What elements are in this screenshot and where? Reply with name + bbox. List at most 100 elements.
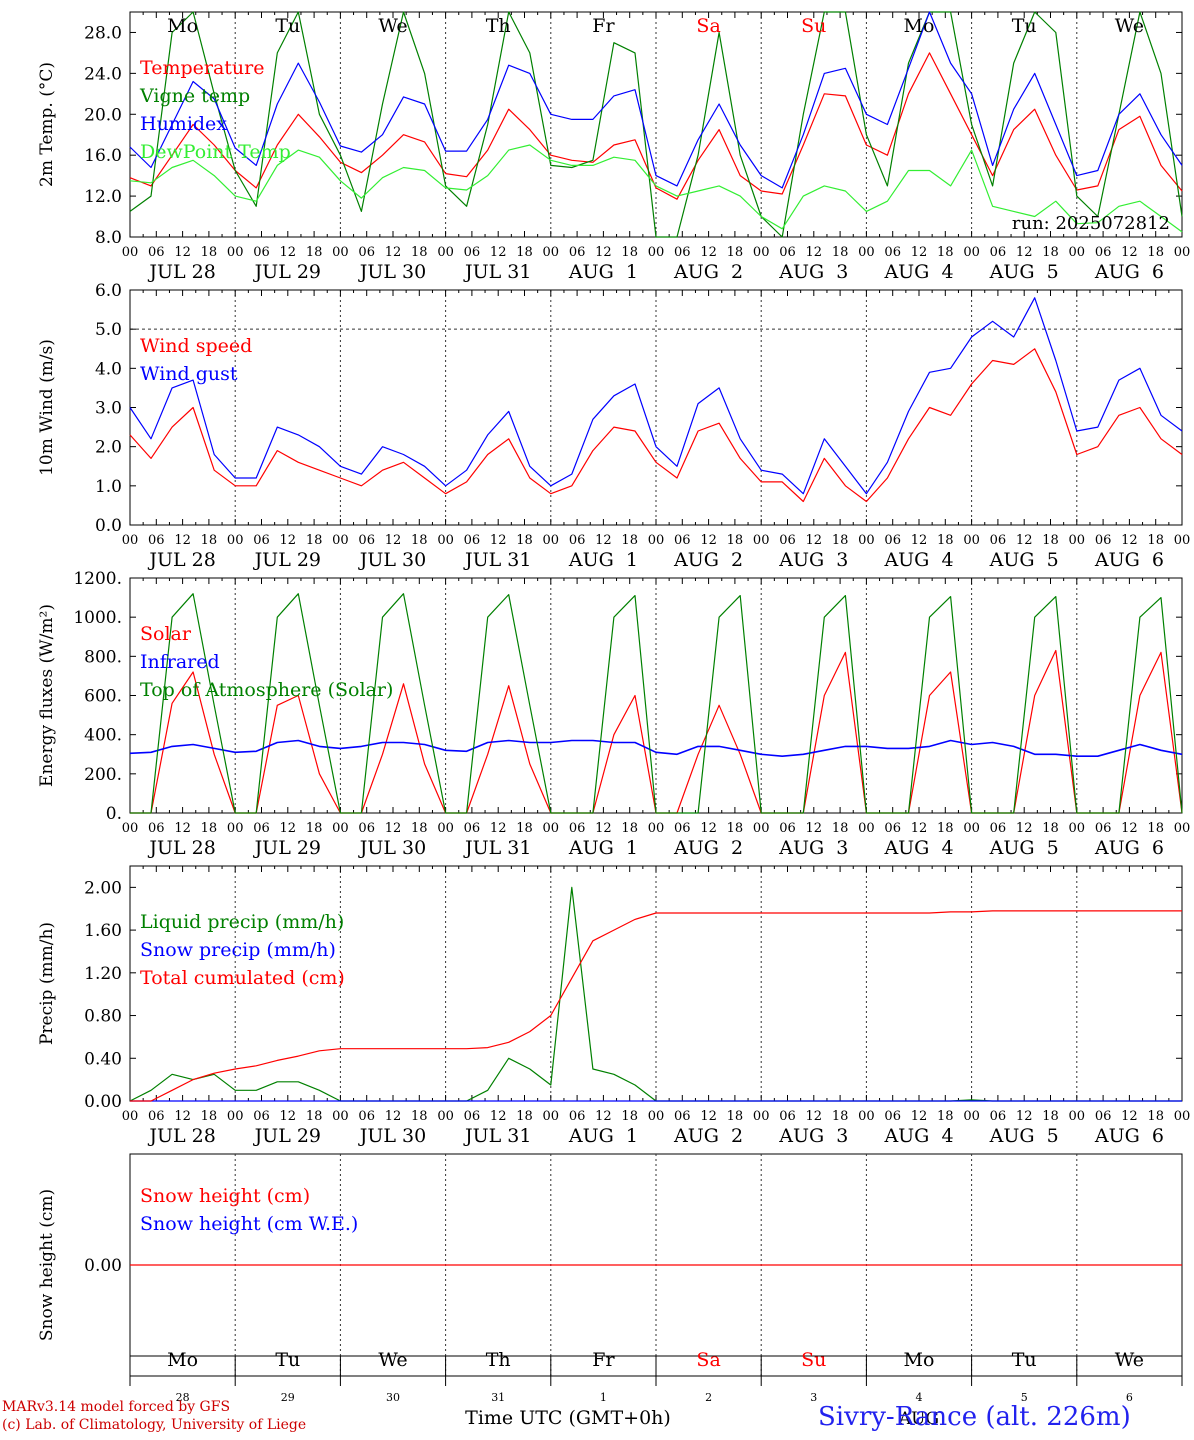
hour-tick-label: 06: [990, 821, 1007, 836]
legend-entry: Humidex: [140, 113, 227, 135]
hour-tick-label: 12: [595, 821, 612, 836]
hour-tick-label: 00: [543, 1109, 560, 1124]
day-label: JUL 28: [147, 1125, 215, 1147]
hour-tick-label: 06: [464, 821, 481, 836]
hour-tick-label: 06: [253, 1109, 270, 1124]
day-label: JUL 28: [147, 261, 215, 283]
hour-tick-label: 12: [911, 821, 928, 836]
hour-tick-label: 18: [201, 1109, 218, 1124]
day-label: AUG 3: [778, 837, 848, 859]
series-line: [129, 297, 1183, 495]
y-tick-label: 24.0: [84, 64, 122, 84]
y-tick-label: 20.0: [84, 105, 122, 125]
day-label: AUG 2: [673, 1125, 743, 1147]
hour-tick-label: 18: [832, 821, 849, 836]
hour-tick-label: 12: [385, 1109, 402, 1124]
hour-tick-label: 00: [332, 821, 349, 836]
hour-tick-label: 18: [411, 245, 428, 260]
hour-tick-label: 00: [963, 533, 980, 548]
hour-tick-label: 06: [569, 821, 586, 836]
hour-tick-label: 12: [280, 1109, 297, 1124]
hour-tick-label: 06: [990, 245, 1007, 260]
hour-tick-label: 00: [648, 533, 665, 548]
hour-tick-label: 12: [174, 245, 191, 260]
legend-entry: Snow height (cm): [140, 1185, 310, 1207]
y-tick-label: 400.: [84, 726, 122, 746]
day-label: AUG 5: [989, 1125, 1059, 1147]
hour-tick-label: 06: [884, 821, 901, 836]
weekday-label: Tu: [275, 1349, 300, 1371]
series-line: [129, 52, 1183, 200]
y-tick-label: 0.40: [84, 1049, 122, 1069]
hour-tick-label: 00: [753, 245, 770, 260]
hour-tick-label: 12: [1016, 245, 1033, 260]
hour-tick-label: 00: [963, 821, 980, 836]
hour-tick-label: 00: [1174, 533, 1191, 548]
day-label: AUG 4: [883, 1125, 953, 1147]
day-number-label: 4: [916, 1391, 923, 1404]
hour-tick-label: 18: [411, 533, 428, 548]
hour-tick-label: 18: [1042, 245, 1059, 260]
hour-tick-label: 06: [674, 245, 691, 260]
hour-tick-label: 12: [911, 533, 928, 548]
hour-tick-label: 18: [306, 533, 323, 548]
hour-tick-label: 06: [253, 821, 270, 836]
day-label: AUG 4: [883, 837, 953, 859]
day-label: AUG 6: [1094, 549, 1164, 571]
weekday-label: We: [378, 1349, 407, 1371]
hour-tick-label: 06: [884, 245, 901, 260]
day-number-label: 6: [1126, 1391, 1133, 1404]
hour-tick-label: 00: [437, 1109, 454, 1124]
model-credit: MARv3.14 model forced by GFS (c) Lab. of…: [2, 1398, 306, 1434]
hour-tick-label: 00: [1069, 1109, 1086, 1124]
day-label: AUG 3: [778, 261, 848, 283]
hour-tick-label: 00: [332, 1109, 349, 1124]
hour-tick-label: 06: [1095, 245, 1112, 260]
y-tick-label: 5.0: [95, 320, 122, 340]
hour-tick-label: 12: [1016, 533, 1033, 548]
hour-tick-label: 18: [306, 821, 323, 836]
hour-tick-label: 12: [1121, 821, 1138, 836]
y-tick-label: 0.0: [95, 516, 122, 536]
hour-tick-label: 12: [174, 821, 191, 836]
hour-tick-label: 06: [779, 1109, 796, 1124]
hour-tick-label: 06: [674, 533, 691, 548]
hour-tick-label: 00: [963, 245, 980, 260]
hour-tick-label: 18: [937, 245, 954, 260]
day-label: AUG 5: [989, 261, 1059, 283]
day-label: JUL 29: [253, 261, 321, 283]
y-tick-label: 12.0: [84, 187, 122, 207]
y-axis-label: Snow height (cm): [37, 1189, 57, 1341]
day-label: JUL 31: [463, 1125, 531, 1147]
legend-entry: Infrared: [140, 651, 220, 673]
day-label: AUG 4: [883, 261, 953, 283]
y-tick-label: 6.0: [95, 281, 122, 301]
weekday-label: Fr: [592, 15, 615, 37]
day-label: AUG 1: [568, 837, 638, 859]
legend-entry: Wind gust: [140, 363, 238, 385]
hour-tick-label: 06: [569, 245, 586, 260]
day-label: JUL 30: [358, 837, 426, 859]
series-line: [129, 739, 1183, 758]
day-label: AUG 5: [989, 837, 1059, 859]
day-label: AUG 6: [1094, 837, 1164, 859]
weekday-label: Tu: [1012, 15, 1037, 37]
hour-tick-label: 18: [727, 533, 744, 548]
y-axis-label: 10m Wind (m/s): [37, 339, 57, 476]
hour-tick-label: 00: [122, 821, 139, 836]
hour-tick-label: 00: [437, 533, 454, 548]
y-tick-label: 200.: [84, 765, 122, 785]
hour-tick-label: 12: [280, 821, 297, 836]
hour-tick-label: 12: [490, 821, 507, 836]
day-label: AUG 3: [778, 549, 848, 571]
day-number-label: 3: [810, 1391, 817, 1404]
y-tick-label: 1000.: [73, 608, 122, 628]
hour-tick-label: 00: [753, 821, 770, 836]
hour-tick-label: 00: [1069, 533, 1086, 548]
hour-tick-label: 00: [332, 533, 349, 548]
hour-tick-label: 06: [1095, 821, 1112, 836]
y-tick-label: 8.0: [95, 228, 122, 248]
series-line: [129, 11, 1183, 238]
hour-tick-label: 18: [832, 533, 849, 548]
hour-tick-label: 12: [280, 245, 297, 260]
